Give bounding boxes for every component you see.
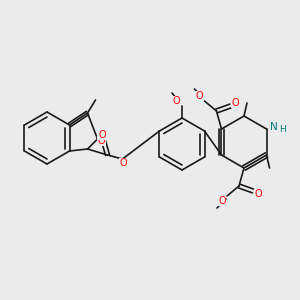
Text: O: O xyxy=(254,189,262,199)
Text: N: N xyxy=(270,122,278,132)
Text: O: O xyxy=(98,136,105,146)
Text: O: O xyxy=(232,98,239,108)
Text: O: O xyxy=(99,130,106,140)
Text: O: O xyxy=(196,91,203,101)
Text: H: H xyxy=(279,125,286,134)
Text: O: O xyxy=(218,196,226,206)
Text: O: O xyxy=(172,96,180,106)
Text: O: O xyxy=(120,158,127,168)
